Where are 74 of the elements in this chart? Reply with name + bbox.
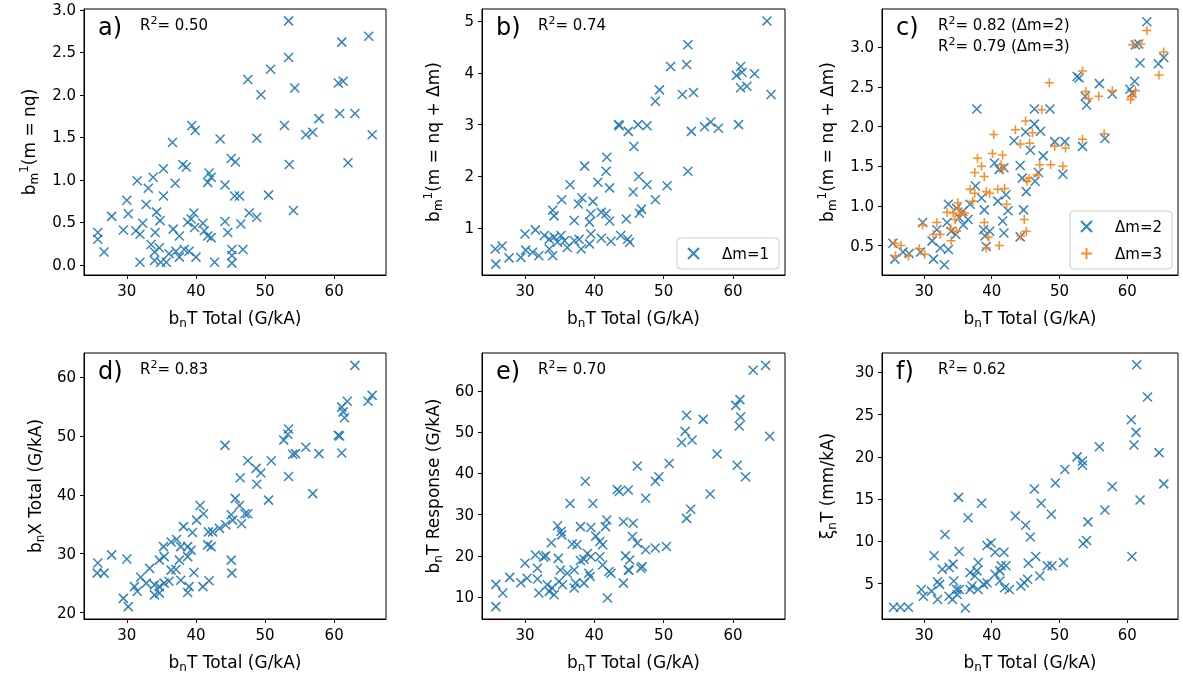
x-tick-label: 50 bbox=[654, 625, 674, 644]
x-tick-label: 40 bbox=[584, 625, 604, 644]
y-tick-label: 2.0 bbox=[52, 85, 76, 104]
x-tick-label: 40 bbox=[584, 281, 604, 300]
x-tick-label: 50 bbox=[255, 625, 275, 644]
y-tick-label: 30 bbox=[56, 544, 76, 563]
x-tick-label: 30 bbox=[117, 281, 137, 300]
y-axis-title: bm1(m = nq + Δm) bbox=[420, 62, 445, 222]
y-axis-title: ξnT (mm/kA) bbox=[816, 432, 839, 540]
y-tick-label: 20 bbox=[854, 447, 874, 466]
y-tick-label: 10 bbox=[454, 588, 474, 607]
x-tick-label: 50 bbox=[1049, 281, 1070, 300]
x-tick-label: 40 bbox=[186, 281, 206, 300]
y-tick-label: 50 bbox=[56, 426, 76, 445]
x-tick-label: 60 bbox=[723, 625, 743, 644]
y-axis-title: bm1(m = nq) bbox=[16, 88, 41, 196]
y-tick-label: 40 bbox=[56, 485, 76, 504]
y-tick-label: 60 bbox=[454, 381, 474, 400]
y-tick-label: 1.5 bbox=[52, 128, 76, 147]
y-tick-label: 0.5 bbox=[52, 213, 76, 232]
legend-label: Δm=1 bbox=[722, 244, 770, 263]
y-tick-label: 2 bbox=[464, 167, 474, 186]
annotation: d) bbox=[98, 357, 123, 385]
y-tick-label: 30 bbox=[454, 505, 474, 524]
x-tick-label: 30 bbox=[515, 281, 535, 300]
y-tick-label: 0.0 bbox=[52, 255, 76, 274]
annotation: f) bbox=[896, 357, 914, 385]
y-tick-label: 3 bbox=[464, 115, 474, 134]
y-tick-label: 2.5 bbox=[52, 43, 76, 62]
y-tick-label: 20 bbox=[454, 546, 474, 565]
annotation: e) bbox=[496, 357, 521, 385]
y-axis-title: bnT Response (G/kA) bbox=[422, 398, 445, 574]
y-tick-label: 40 bbox=[454, 464, 474, 483]
y-tick-label: 3.0 bbox=[850, 38, 874, 57]
y-tick-label: 1 bbox=[464, 219, 474, 238]
x-tick-label: 50 bbox=[654, 281, 674, 300]
legend-label: Δm=3 bbox=[1115, 244, 1163, 263]
y-tick-label: 3.0 bbox=[52, 0, 76, 19]
x-tick-label: 60 bbox=[1117, 625, 1137, 644]
y-tick-label: 10 bbox=[854, 532, 874, 551]
x-tick-label: 50 bbox=[1049, 625, 1070, 644]
x-tick-label: 60 bbox=[1117, 281, 1137, 300]
x-tick-label: 30 bbox=[914, 625, 934, 644]
x-tick-label: 40 bbox=[982, 281, 1002, 300]
y-tick-label: 5 bbox=[464, 11, 474, 30]
x-tick-label: 30 bbox=[914, 281, 934, 300]
x-tick-label: 40 bbox=[982, 625, 1002, 644]
y-tick-label: 0.5 bbox=[850, 236, 874, 255]
y-tick-label: 50 bbox=[454, 423, 474, 442]
x-tick-label: 60 bbox=[324, 281, 344, 300]
y-axis-title: bm1(m = nq + Δm) bbox=[814, 62, 839, 222]
x-tick-label: 30 bbox=[515, 625, 535, 644]
x-tick-label: 40 bbox=[186, 625, 206, 644]
annotation: b) bbox=[496, 13, 521, 41]
y-axis-title: bnX Total (G/kA) bbox=[24, 418, 47, 554]
y-tick-label: 15 bbox=[854, 490, 874, 509]
x-tick-label: 60 bbox=[324, 625, 344, 644]
y-tick-label: 1.5 bbox=[850, 157, 874, 176]
y-tick-label: 1.0 bbox=[52, 170, 76, 189]
y-tick-label: 25 bbox=[854, 405, 874, 424]
x-tick-label: 60 bbox=[723, 281, 743, 300]
y-tick-label: 1.0 bbox=[850, 196, 874, 215]
y-tick-label: 20 bbox=[56, 603, 76, 622]
annotation: a) bbox=[98, 13, 123, 41]
y-tick-label: 60 bbox=[56, 368, 76, 387]
y-tick-label: 2.5 bbox=[850, 77, 874, 96]
legend-label: Δm=2 bbox=[1115, 217, 1163, 236]
y-tick-label: 30 bbox=[854, 363, 874, 382]
x-tick-label: 50 bbox=[255, 281, 275, 300]
y-tick-label: 2.0 bbox=[850, 117, 874, 136]
x-tick-label: 30 bbox=[117, 625, 137, 644]
y-tick-label: 4 bbox=[464, 63, 474, 82]
y-tick-label: 5 bbox=[864, 574, 874, 593]
annotation: c) bbox=[896, 13, 919, 41]
